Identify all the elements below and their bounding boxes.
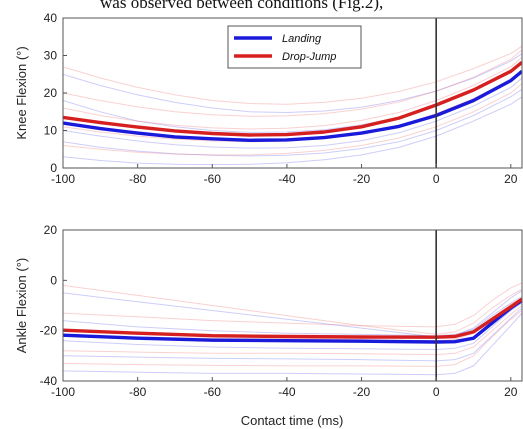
legend-box bbox=[227, 25, 362, 69]
ankle-flexion-panel: -100 -80 -60 -40 -20 0 20 -40 -20 0 20 Ankle Flexio… bbox=[14, 223, 523, 399]
blue-trial-trace bbox=[63, 96, 522, 166]
legend-label-landing: Landing bbox=[282, 33, 322, 45]
x-tick-label: -80 bbox=[129, 172, 147, 186]
x-tick-label: 20 bbox=[504, 172, 518, 186]
y-tick-label: 0 bbox=[50, 161, 57, 175]
blue-trial-trace bbox=[63, 53, 522, 114]
x-tick-label: -60 bbox=[204, 172, 222, 186]
axes-frame bbox=[62, 229, 523, 382]
y-axis-label: Ankle Flexion (°) bbox=[14, 258, 29, 354]
series-landing-line bbox=[63, 69, 522, 142]
blue-trial-trace bbox=[63, 77, 522, 149]
x-tick-label: 0 bbox=[433, 172, 440, 186]
y-tick-label: 0 bbox=[50, 273, 57, 287]
x-tick-label: -80 bbox=[129, 385, 147, 399]
red-trial-trace bbox=[63, 45, 522, 105]
y-tick-label: 30 bbox=[44, 49, 58, 63]
y-tick-label: 10 bbox=[44, 124, 58, 138]
y-tick-label: 20 bbox=[44, 86, 58, 100]
red-trial-trace bbox=[63, 83, 522, 156]
y-tick-label: 40 bbox=[44, 11, 58, 25]
knee-flexion-panel: -100 -80 -60 -40 -20 0 20 0 10 20 30 40 Knee Flexion… bbox=[14, 11, 523, 186]
y-tick-label: -20 bbox=[40, 324, 58, 338]
x-tick-label: -40 bbox=[278, 172, 296, 186]
x-tick-label: -100 bbox=[51, 385, 75, 399]
blue-trial-trace bbox=[63, 88, 522, 157]
y-tick-label: 20 bbox=[44, 223, 58, 237]
legend: Landing Drop-Jump bbox=[227, 25, 362, 69]
y-axis-label: Knee Flexion (°) bbox=[14, 46, 29, 139]
x-tick-label: -20 bbox=[353, 172, 371, 186]
x-tick-label: -100 bbox=[51, 172, 75, 186]
red-trial-trace bbox=[63, 57, 522, 130]
x-tick-label: -60 bbox=[204, 385, 222, 399]
red-trial-trace bbox=[63, 49, 522, 117]
x-tick-label: -40 bbox=[278, 385, 296, 399]
series-drop-jump-line bbox=[63, 60, 522, 137]
x-axis-label: Contact time (ms) bbox=[241, 413, 344, 428]
caption-fragment-text: was observed between conditions (Fig.2), bbox=[100, 0, 384, 12]
plot-area bbox=[63, 230, 522, 381]
x-tick-label: -20 bbox=[353, 385, 371, 399]
y-tick-label: -40 bbox=[40, 374, 58, 388]
x-tick-label: 0 bbox=[433, 385, 440, 399]
legend-label-drop-jump: Drop-Jump bbox=[282, 51, 336, 63]
caption-fragment: was observed between conditions (Fig.2), bbox=[0, 0, 523, 12]
x-tick-label: 20 bbox=[504, 385, 518, 399]
